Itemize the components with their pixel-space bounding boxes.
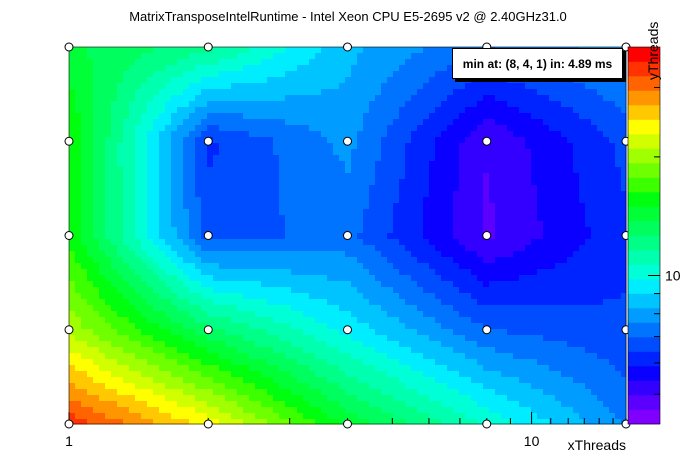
color-scale-segment [628, 351, 660, 367]
heatmap-surface [69, 47, 627, 425]
data-point [482, 325, 492, 335]
color-scale-segment [628, 148, 660, 164]
color-scale-segment [628, 380, 660, 396]
color-scale-frame [627, 46, 661, 425]
color-scale-segment [628, 221, 660, 236]
y-axis-title: yThreads [645, 21, 661, 80]
data-point [482, 136, 492, 146]
color-scale-segment [628, 61, 660, 77]
data-point [343, 136, 352, 146]
color-scale-segment [628, 192, 660, 207]
data-point [343, 419, 352, 429]
data-point [64, 231, 74, 240]
color-scale-label: 10 [665, 268, 681, 284]
color-scale-segment [628, 134, 660, 149]
color-scale-segment [628, 395, 660, 410]
x-tick-label: 10 [524, 433, 540, 449]
data-point [203, 42, 213, 52]
color-scale-segment [628, 76, 660, 91]
color-scale-segment [628, 409, 660, 425]
chart-title: MatrixTransposeIntelRuntime - Intel Xeon… [129, 9, 567, 24]
data-point [482, 231, 492, 240]
data-point [64, 42, 74, 52]
color-scale-segment [628, 235, 660, 251]
min-annotation: min at: (8, 4, 1) in: 4.89 ms [452, 48, 623, 79]
data-point [343, 231, 352, 240]
color-scale-segment [628, 163, 660, 178]
data-point [343, 42, 352, 52]
color-scale-segment [628, 206, 660, 222]
color-scale-segment [628, 90, 660, 106]
data-point [482, 419, 492, 429]
color-scale-segment [628, 279, 660, 294]
x-axis-title: xThreads [567, 437, 626, 453]
color-scale-segment [628, 322, 660, 338]
x-tick-label: 1 [65, 433, 73, 449]
data-point [64, 136, 74, 146]
color-scale-segment [628, 47, 660, 62]
color-scale-segment [628, 250, 660, 265]
data-point [203, 231, 213, 240]
data-point [64, 325, 74, 335]
color-scale-segment [628, 308, 660, 323]
color-scale-segment [628, 337, 660, 352]
color-scale-segment [628, 366, 660, 381]
color-scale-segment [628, 105, 660, 120]
color-scale-segment [628, 293, 660, 309]
data-point [203, 325, 213, 335]
color-scale-segment [628, 264, 660, 280]
data-point [64, 419, 74, 429]
data-point [343, 325, 352, 335]
color-scale-segment [628, 119, 660, 135]
color-scale-segment [628, 177, 660, 193]
data-point [203, 419, 213, 429]
data-point [203, 136, 213, 146]
